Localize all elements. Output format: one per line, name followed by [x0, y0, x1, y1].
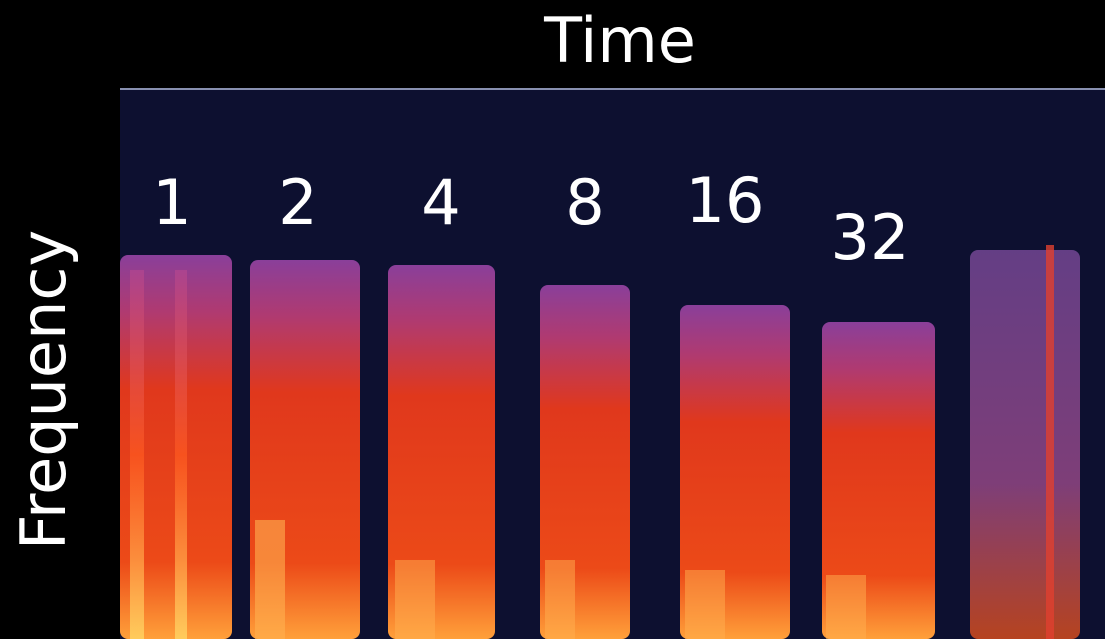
streak [1046, 245, 1054, 639]
annotation: 4 [421, 166, 460, 239]
streak [685, 570, 725, 639]
annotation: 1 [152, 166, 191, 239]
annotation: 2 [278, 166, 317, 239]
streak [130, 270, 144, 639]
spectrogram-figure: Time Frequency 1 2 4 8 16 32 [0, 0, 1105, 639]
x-axis-label: Time [543, 4, 696, 77]
streak [545, 560, 575, 639]
annotation: 32 [831, 201, 910, 274]
streak [175, 270, 187, 639]
streak [395, 560, 435, 639]
annotation: 8 [565, 166, 604, 239]
streak [255, 520, 285, 639]
burst [970, 250, 1080, 639]
streak [826, 575, 866, 639]
annotation: 16 [686, 164, 765, 237]
y-axis-label: Frequency [7, 230, 80, 550]
